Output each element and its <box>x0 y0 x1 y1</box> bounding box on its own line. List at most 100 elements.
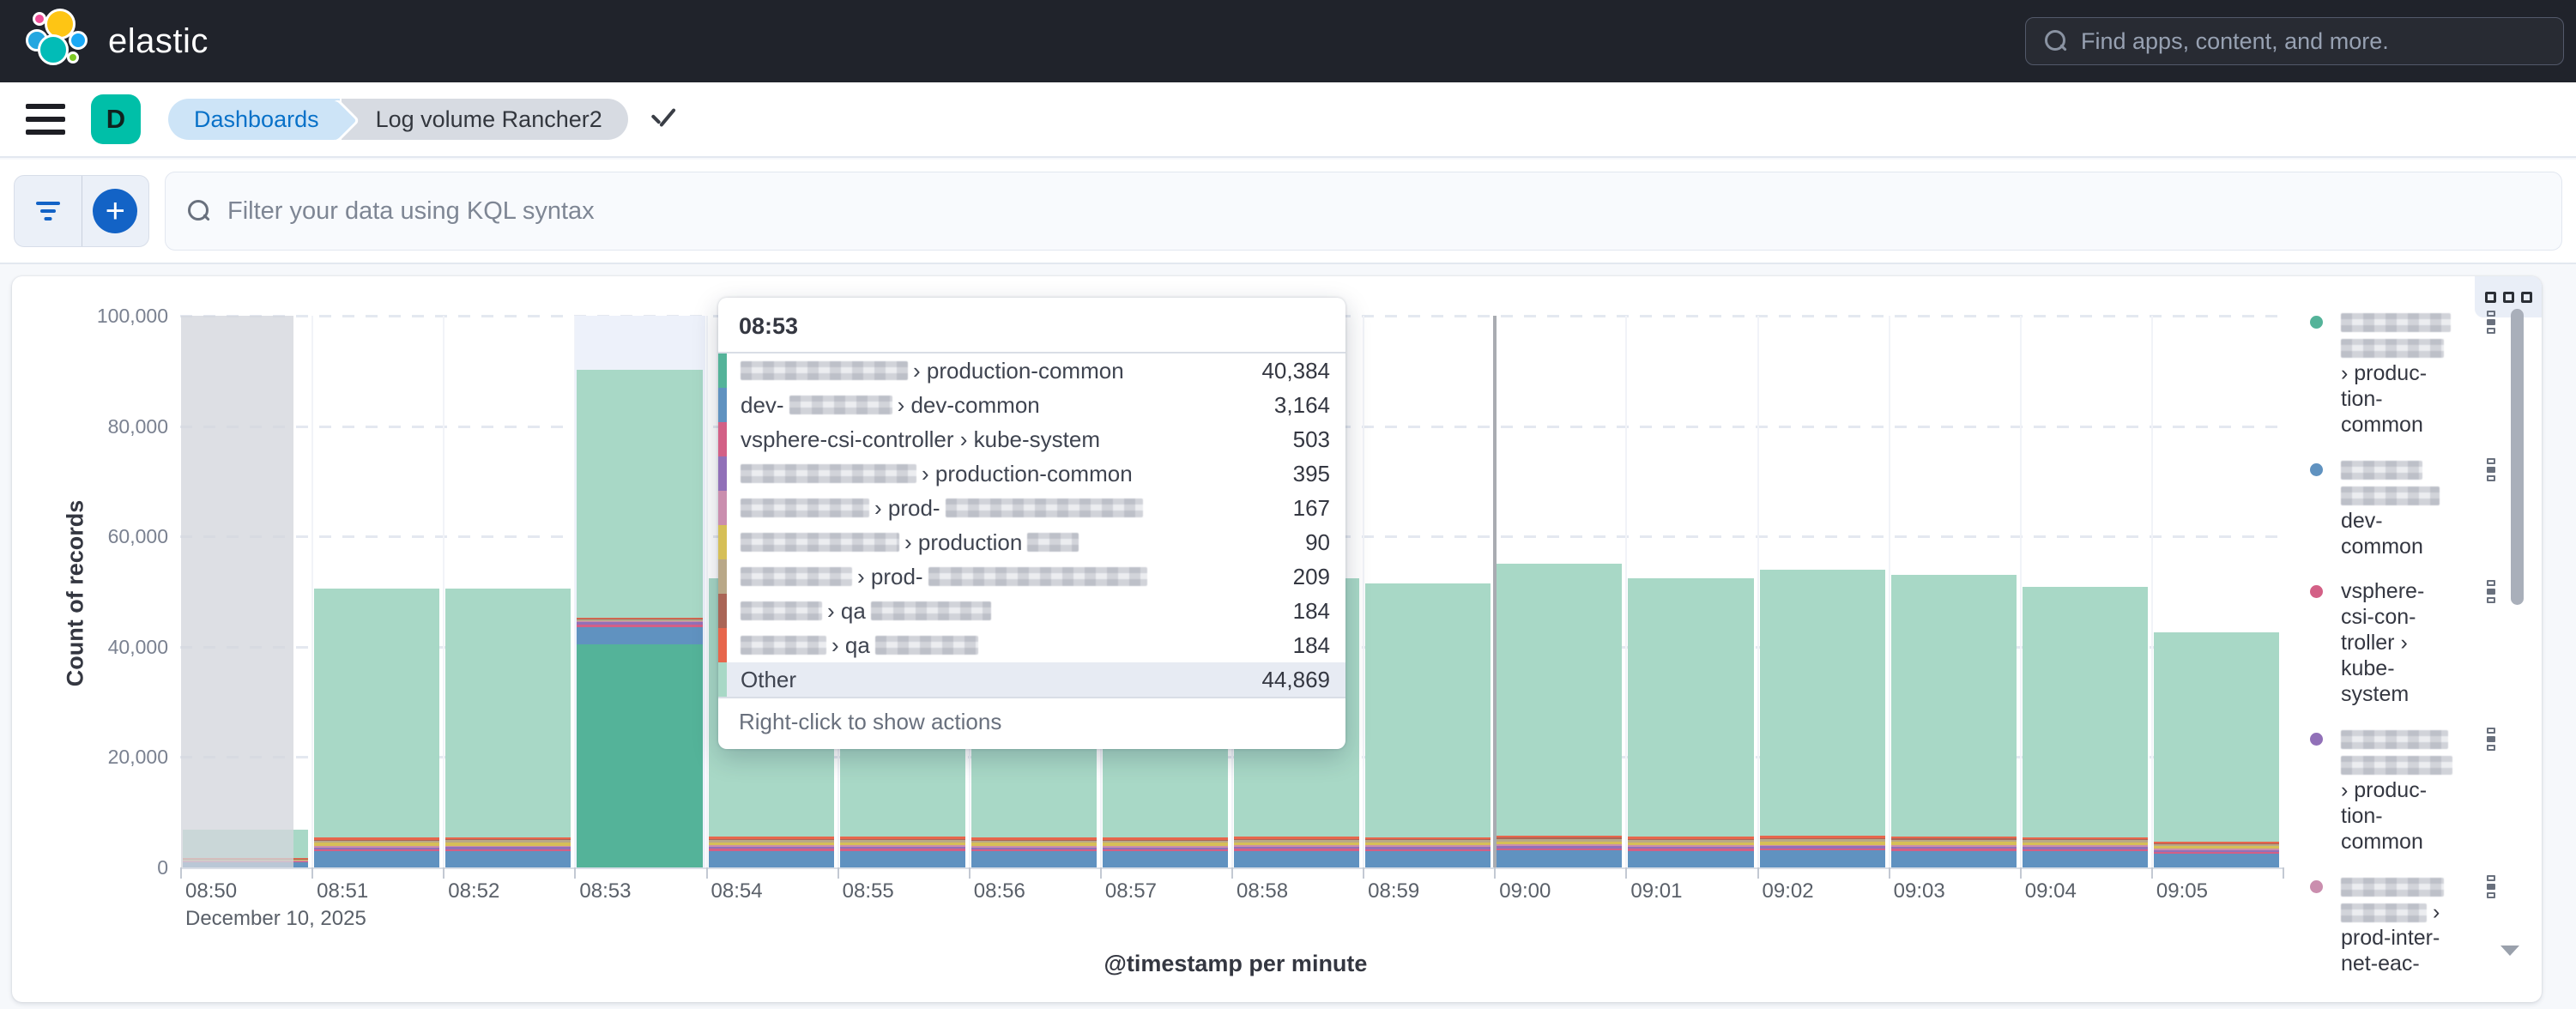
redacted-text <box>2341 756 2452 776</box>
tooltip-series-label: › production-common <box>741 461 1133 487</box>
legend-item[interactable]: › produc-tion-common <box>2310 726 2509 855</box>
space-initial: D <box>106 104 126 134</box>
redacted-text <box>2341 903 2427 923</box>
redacted-text <box>741 567 852 586</box>
redacted-text <box>928 567 1147 586</box>
tooltip-footer: Right-click to show actions <box>718 697 1345 749</box>
tooltip-series-value: 395 <box>1292 460 1330 486</box>
legend-label-line: troller › <box>2341 631 2408 655</box>
redacted-text <box>741 636 826 655</box>
legend-color-dot <box>2310 316 2323 329</box>
legend-label-line: kube- <box>2341 656 2395 680</box>
tooltip-row: › prod- 209 <box>718 559 1345 594</box>
kql-placeholder: Filter your data using KQL syntax <box>227 196 595 225</box>
legend-label-line: › <box>2341 899 2509 925</box>
tooltip-series-label: › production-common <box>741 358 1124 384</box>
tooltip-row: › production-common 40,384 <box>718 353 1345 388</box>
global-search-placeholder: Find apps, content, and more. <box>2081 27 2389 54</box>
elastic-logo[interactable]: elastic <box>26 9 209 74</box>
legend-item[interactable]: › prod-inter-net-eac- <box>2310 873 2509 976</box>
legend-item-actions-icon[interactable] <box>2487 311 2495 334</box>
app-header: elastic Find apps, content, and more. <box>0 0 2576 82</box>
add-filter-button[interactable]: + <box>82 176 149 246</box>
redacted-text <box>2341 339 2444 359</box>
redacted-text <box>870 601 991 620</box>
tooltip-series-value: 184 <box>1292 597 1330 624</box>
legend-label-line: › produc- <box>2341 778 2428 802</box>
tooltip-series-value: 40,384 <box>1261 357 1330 384</box>
breadcrumb-current-page[interactable]: Log volume Rancher2 <box>341 99 628 140</box>
legend-label-line: common <box>2341 535 2423 559</box>
redacted-text <box>741 498 869 517</box>
legend-label-line: › produc- <box>2341 361 2428 385</box>
redacted-text <box>1027 533 1079 552</box>
space-avatar[interactable]: D <box>91 94 141 144</box>
tooltip-series-value: 44,869 <box>1261 666 1330 692</box>
filter-menu-button[interactable] <box>15 176 82 246</box>
kql-search-input[interactable]: Filter your data using KQL syntax <box>165 172 2562 251</box>
redacted-text <box>741 464 916 483</box>
legend-item-actions-icon[interactable] <box>2487 875 2495 898</box>
tooltip-series-value: 209 <box>1292 563 1330 589</box>
legend-label-line <box>2341 456 2509 482</box>
legend-item-actions-icon[interactable] <box>2487 580 2495 603</box>
redacted-text <box>945 498 1143 517</box>
tooltip-row: › prod- 167 <box>718 491 1345 525</box>
tooltip-row: › qa 184 <box>718 628 1345 662</box>
legend-label-line: dev- <box>2341 509 2383 533</box>
legend-label-line <box>2341 752 2509 777</box>
legend-label-line: csi-con- <box>2341 605 2416 629</box>
chart-legend: › produc-tion-common dev-common vsphere-cs… <box>2310 309 2509 995</box>
tooltip-row: dev- › dev-common 3,164 <box>718 388 1345 422</box>
legend-label-line <box>2341 482 2509 508</box>
tooltip-series-label: › prod- <box>741 495 1143 522</box>
legend-item[interactable]: vsphere-csi-con-troller › kube-system <box>2310 578 2509 707</box>
tooltip-row: Other 44,869 <box>718 662 1345 697</box>
tooltip-series-value: 167 <box>1292 494 1330 521</box>
tooltip-series-value: 503 <box>1292 426 1330 452</box>
tooltip-series-label: › production <box>741 529 1079 556</box>
series-color-swatch <box>718 628 727 662</box>
global-search-input[interactable]: Find apps, content, and more. <box>2025 17 2564 65</box>
redacted-text <box>741 601 822 620</box>
legend-item[interactable]: dev-common <box>2310 456 2509 559</box>
redacted-text <box>2341 878 2444 897</box>
legend-label-line: net-eac- <box>2341 952 2420 976</box>
menu-icon[interactable] <box>26 104 65 135</box>
series-color-swatch <box>718 525 727 559</box>
series-color-swatch <box>718 456 727 491</box>
check-icon[interactable] <box>650 109 680 130</box>
elastic-logo-text: elastic <box>108 21 209 60</box>
legend-scroll-down-icon[interactable] <box>2500 946 2519 956</box>
legend-item-actions-icon[interactable] <box>2487 458 2495 481</box>
elastic-logo-icon <box>26 9 93 74</box>
plus-icon: + <box>93 189 138 233</box>
redacted-text <box>741 361 908 380</box>
tooltip-series-label: › qa <box>741 632 978 659</box>
query-bar: + Filter your data using KQL syntax <box>0 160 2576 264</box>
legend-label-line: common <box>2341 830 2423 854</box>
series-color-swatch <box>718 594 727 628</box>
tooltip-series-value: 3,164 <box>1273 391 1330 418</box>
tooltip-series-label: dev- › dev-common <box>741 391 1040 418</box>
series-color-swatch <box>718 353 727 388</box>
legend-label-line: vsphere- <box>2341 579 2425 603</box>
redacted-text <box>2341 461 2422 480</box>
breadcrumb-dashboards[interactable]: Dashboards <box>168 99 340 140</box>
legend-item[interactable]: › produc-tion-common <box>2310 309 2509 438</box>
tooltip-series-label: Other <box>741 666 797 692</box>
panel-options-button[interactable] <box>2475 276 2542 317</box>
legend-color-dot <box>2310 463 2323 476</box>
series-color-swatch <box>718 491 727 525</box>
legend-label-line: prod-inter- <box>2341 926 2440 950</box>
series-color-swatch <box>718 662 727 697</box>
legend-label-line: common <box>2341 413 2423 437</box>
legend-color-dot <box>2310 733 2323 746</box>
tooltip-time: 08:53 <box>739 313 799 339</box>
legend-item-actions-icon[interactable] <box>2487 728 2495 751</box>
redacted-text <box>741 533 899 552</box>
legend-color-dot <box>2310 585 2323 598</box>
tooltip-series-label: › prod- <box>741 564 1147 590</box>
legend-color-dot <box>2310 880 2323 893</box>
legend-scrollbar[interactable] <box>2511 309 2524 605</box>
